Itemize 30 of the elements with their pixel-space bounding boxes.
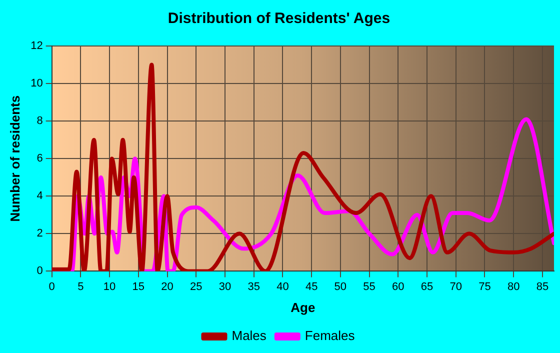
x-tick-label: 15 bbox=[132, 280, 145, 293]
y-tick-label: 4 bbox=[36, 190, 43, 202]
y-tick-label: 10 bbox=[30, 78, 43, 90]
x-tick-label: 80 bbox=[507, 280, 520, 293]
y-tick-label: 6 bbox=[36, 152, 43, 165]
x-tick-label: 85 bbox=[536, 280, 549, 293]
chart-title: Distribution of Residents' Ages bbox=[168, 10, 390, 28]
x-tick-label: 60 bbox=[392, 280, 404, 293]
x-axis-title: Age bbox=[290, 300, 316, 315]
x-tick-label: 75 bbox=[478, 280, 491, 293]
x-tick-label: 70 bbox=[450, 280, 462, 293]
legend-label: Females bbox=[304, 328, 356, 344]
y-tick-label: 8 bbox=[36, 115, 43, 128]
x-tick-label: 5 bbox=[78, 280, 84, 293]
x-tick-label: 45 bbox=[305, 280, 318, 293]
y-tick-label: 0 bbox=[36, 265, 43, 278]
x-tick-label: 20 bbox=[161, 280, 174, 293]
legend-label: Males bbox=[232, 328, 267, 344]
y-tick-label: 12 bbox=[30, 40, 43, 52]
x-tick-label: 0 bbox=[48, 280, 55, 293]
y-tick-label: 2 bbox=[36, 228, 43, 240]
y-axis-title: Number of residents bbox=[7, 95, 22, 222]
x-tick-label: 65 bbox=[420, 280, 434, 293]
x-tick-label: 25 bbox=[190, 280, 202, 293]
x-tick-label: 50 bbox=[334, 280, 347, 293]
x-tick-label: 40 bbox=[276, 280, 289, 293]
x-tick-label: 55 bbox=[363, 280, 376, 293]
x-tick-label: 10 bbox=[103, 280, 116, 293]
x-tick-label: 30 bbox=[218, 280, 232, 293]
x-tick-label: 35 bbox=[248, 280, 260, 293]
